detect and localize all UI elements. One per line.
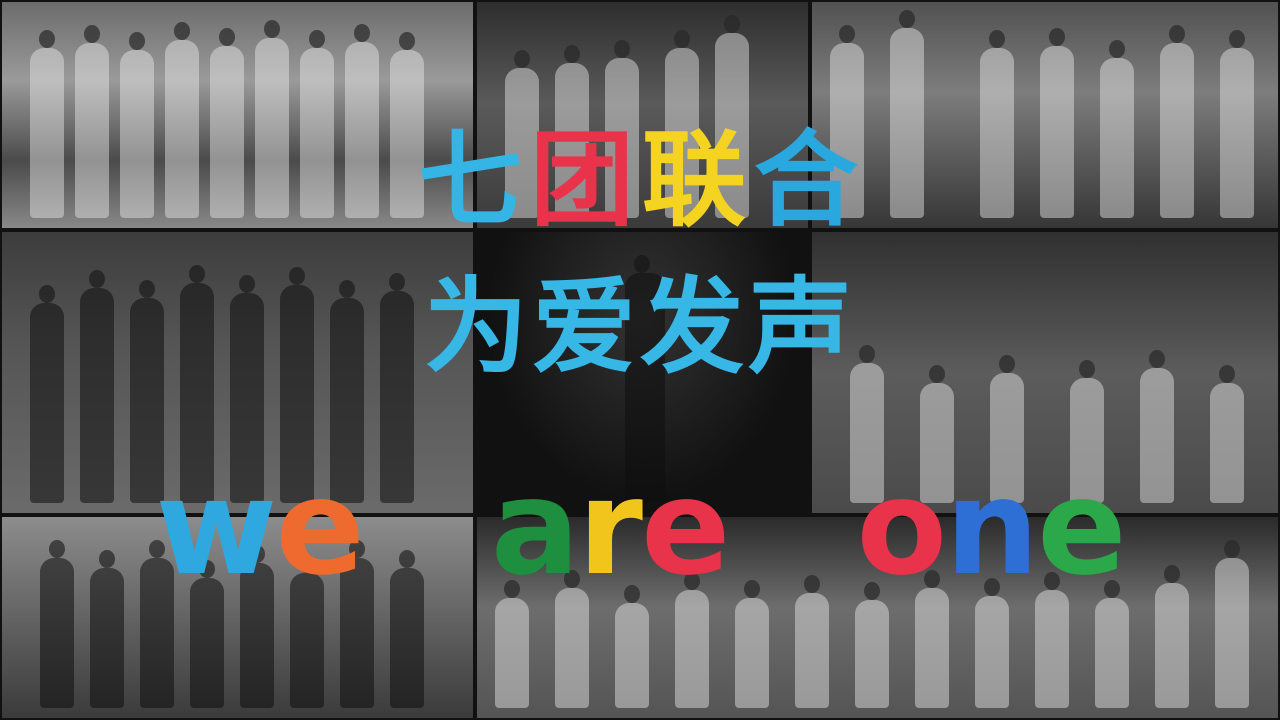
photo-choir-piano <box>810 0 1280 230</box>
photo-fan-dancers <box>0 515 475 720</box>
crowd-silhouettes <box>0 515 475 720</box>
title-char: 联 <box>642 119 751 241</box>
crowd-silhouettes <box>0 0 475 230</box>
photo-performer-spotlight <box>475 230 810 515</box>
crowd-silhouettes <box>810 230 1280 515</box>
title-char: 团 <box>529 119 638 241</box>
title-char: 合 <box>754 119 863 241</box>
slogan-letter: w <box>155 451 277 605</box>
crowd-silhouettes <box>810 0 1280 230</box>
title-line-2: 为爱发声 <box>423 266 856 388</box>
photo-choir-bowties <box>475 0 810 230</box>
slogan-letter: n <box>945 451 1039 605</box>
crowd-silhouettes <box>0 230 475 515</box>
slogan-letter: e <box>275 451 365 605</box>
slogan-letter: a <box>490 451 580 605</box>
title-char: 七 <box>417 119 526 241</box>
photo-group-black-shirts <box>0 230 475 515</box>
photo-dinner-gathering <box>810 230 1280 515</box>
title-line-1: 七团联合 <box>0 115 1280 245</box>
crowd-silhouettes <box>475 0 810 230</box>
slogan-letter: o <box>856 451 947 605</box>
slogan-letter: e <box>640 451 731 605</box>
slogan-letter: e <box>1037 451 1127 605</box>
crowd-silhouettes <box>475 230 810 515</box>
photo-group-casual <box>0 0 475 230</box>
slogan-letter: r <box>577 451 643 605</box>
photo-large-group <box>475 515 1280 720</box>
slogan-we-are-one: we are one <box>0 448 1280 608</box>
crowd-silhouettes <box>475 515 1280 720</box>
